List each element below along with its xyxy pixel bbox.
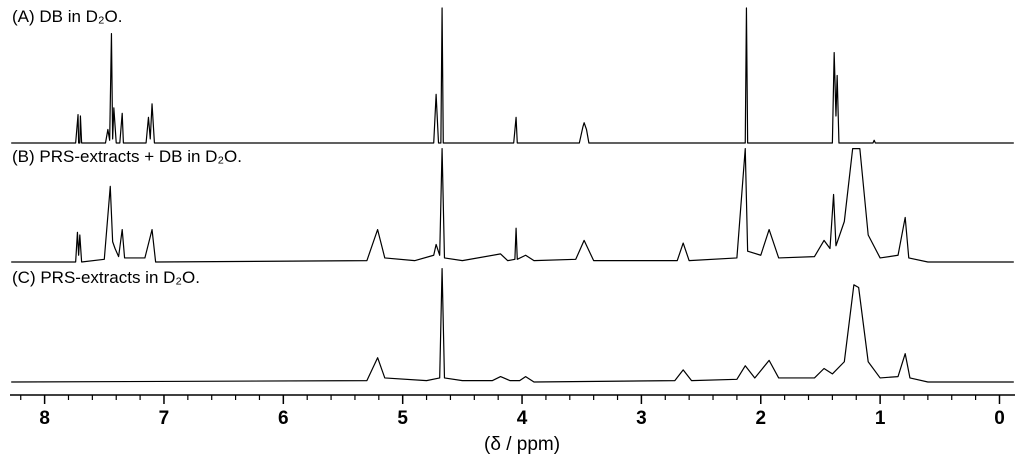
spectrum-line	[11, 148, 1014, 263]
x-axis-label: (δ / ppm)	[484, 434, 560, 455]
x-tick-label: 6	[278, 408, 289, 429]
x-tick-label: 0	[994, 408, 1005, 429]
spectrum-line	[11, 268, 1014, 383]
x-tick-label: 2	[755, 408, 766, 429]
spectrum-line	[11, 7, 1014, 144]
spectrum-label: (A) DB in D₂O.	[12, 7, 123, 26]
x-tick-label: 4	[517, 408, 528, 429]
x-tick-label: 1	[875, 408, 886, 429]
x-tick-label: 8	[39, 408, 50, 429]
x-tick-label: 3	[636, 408, 647, 429]
spectrum-label: (B) PRS-extracts + DB in D₂O.	[12, 147, 242, 166]
spectrum-label: (C) PRS-extracts in D₂O.	[12, 268, 200, 287]
x-tick-label: 7	[159, 408, 170, 429]
x-tick-label: 5	[397, 408, 408, 429]
